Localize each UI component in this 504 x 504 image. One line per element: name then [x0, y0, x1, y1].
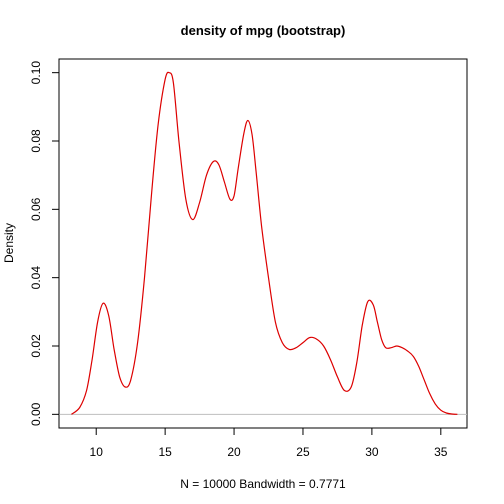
y-tick-label: 0.04	[29, 266, 43, 290]
density-curve	[71, 71, 458, 415]
x-tick-label: 20	[227, 445, 241, 459]
y-tick-label: 0.02	[29, 334, 43, 358]
y-tick-label: 0.06	[29, 197, 43, 221]
x-axis-label: N = 10000 Bandwidth = 0.7771	[180, 477, 346, 491]
y-tick-label: 0.08	[29, 129, 43, 153]
x-tick-label: 15	[158, 445, 172, 459]
y-tick-label: 0.00	[29, 402, 43, 426]
chart-title: density of mpg (bootstrap)	[181, 23, 346, 38]
y-tick-label: 0.10	[29, 61, 43, 85]
x-tick-label: 25	[296, 445, 310, 459]
x-tick-label: 10	[90, 445, 104, 459]
x-tick-label: 35	[434, 445, 448, 459]
y-axis: 0.00 0.02 0.04 0.06 0.08 0.10	[29, 61, 60, 426]
plot-frame	[58, 58, 468, 429]
y-axis-label: Density	[2, 223, 16, 263]
x-axis: 10 15 20 25 30 35	[90, 427, 448, 459]
x-tick-label: 30	[365, 445, 379, 459]
